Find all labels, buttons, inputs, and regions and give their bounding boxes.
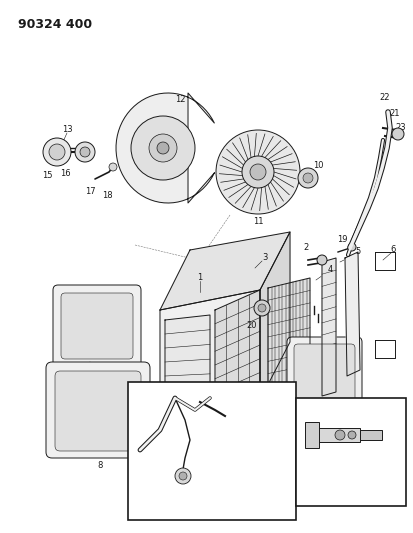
Text: 22: 22 [133,424,143,432]
Text: 21: 21 [190,383,200,392]
Circle shape [258,304,266,312]
Circle shape [298,168,318,188]
Text: 23: 23 [396,124,406,133]
Circle shape [317,255,327,265]
Circle shape [131,116,195,180]
Circle shape [49,144,65,160]
Circle shape [348,243,356,251]
Text: 18: 18 [102,190,112,199]
Circle shape [43,138,71,166]
Circle shape [80,147,90,157]
Bar [128,382,296,520]
FancyBboxPatch shape [53,285,141,367]
Text: 23: 23 [150,494,160,503]
FancyBboxPatch shape [55,371,141,451]
Circle shape [348,431,356,439]
Text: 10: 10 [313,160,323,169]
Polygon shape [165,315,210,420]
Polygon shape [116,93,214,203]
Polygon shape [160,290,260,420]
Text: 20: 20 [247,320,257,329]
Bar [296,398,406,506]
FancyBboxPatch shape [46,362,150,458]
Circle shape [109,163,117,171]
Circle shape [303,173,313,183]
Circle shape [179,472,187,480]
Text: 19: 19 [337,236,347,245]
Text: 9: 9 [69,370,75,379]
Text: 6: 6 [390,246,396,254]
Text: 5: 5 [355,247,361,256]
Polygon shape [160,232,290,310]
Polygon shape [260,232,290,400]
FancyBboxPatch shape [287,337,362,415]
Text: 13: 13 [62,125,72,134]
Text: 11: 11 [253,217,263,227]
Text: 4: 4 [328,265,332,274]
Polygon shape [345,252,360,376]
Text: 14: 14 [345,454,355,463]
Text: 8: 8 [97,461,103,470]
Circle shape [335,430,345,440]
Circle shape [242,156,274,188]
Circle shape [157,142,169,154]
Text: 2: 2 [304,244,309,253]
Text: 16: 16 [60,169,70,179]
Text: 15: 15 [42,172,52,181]
Text: 21: 21 [390,109,400,117]
Text: 22: 22 [380,93,390,102]
Circle shape [149,134,177,162]
Text: 3: 3 [262,254,268,262]
Text: 7: 7 [319,416,325,424]
Bar [305,422,319,448]
Bar [360,430,382,440]
Polygon shape [322,258,336,396]
Circle shape [216,130,300,214]
Text: 23: 23 [211,389,221,398]
FancyBboxPatch shape [294,344,355,408]
Text: 17: 17 [85,187,95,196]
Text: 90324 400: 90324 400 [18,18,92,31]
Circle shape [75,142,95,162]
Text: 1: 1 [197,273,203,282]
Text: 24: 24 [223,403,233,413]
Circle shape [254,300,270,316]
Circle shape [175,468,191,484]
FancyBboxPatch shape [61,293,133,359]
Polygon shape [215,290,260,420]
Bar [310,428,360,442]
Circle shape [392,128,404,140]
Polygon shape [268,278,310,398]
Circle shape [250,164,266,180]
Text: 12: 12 [175,95,185,104]
